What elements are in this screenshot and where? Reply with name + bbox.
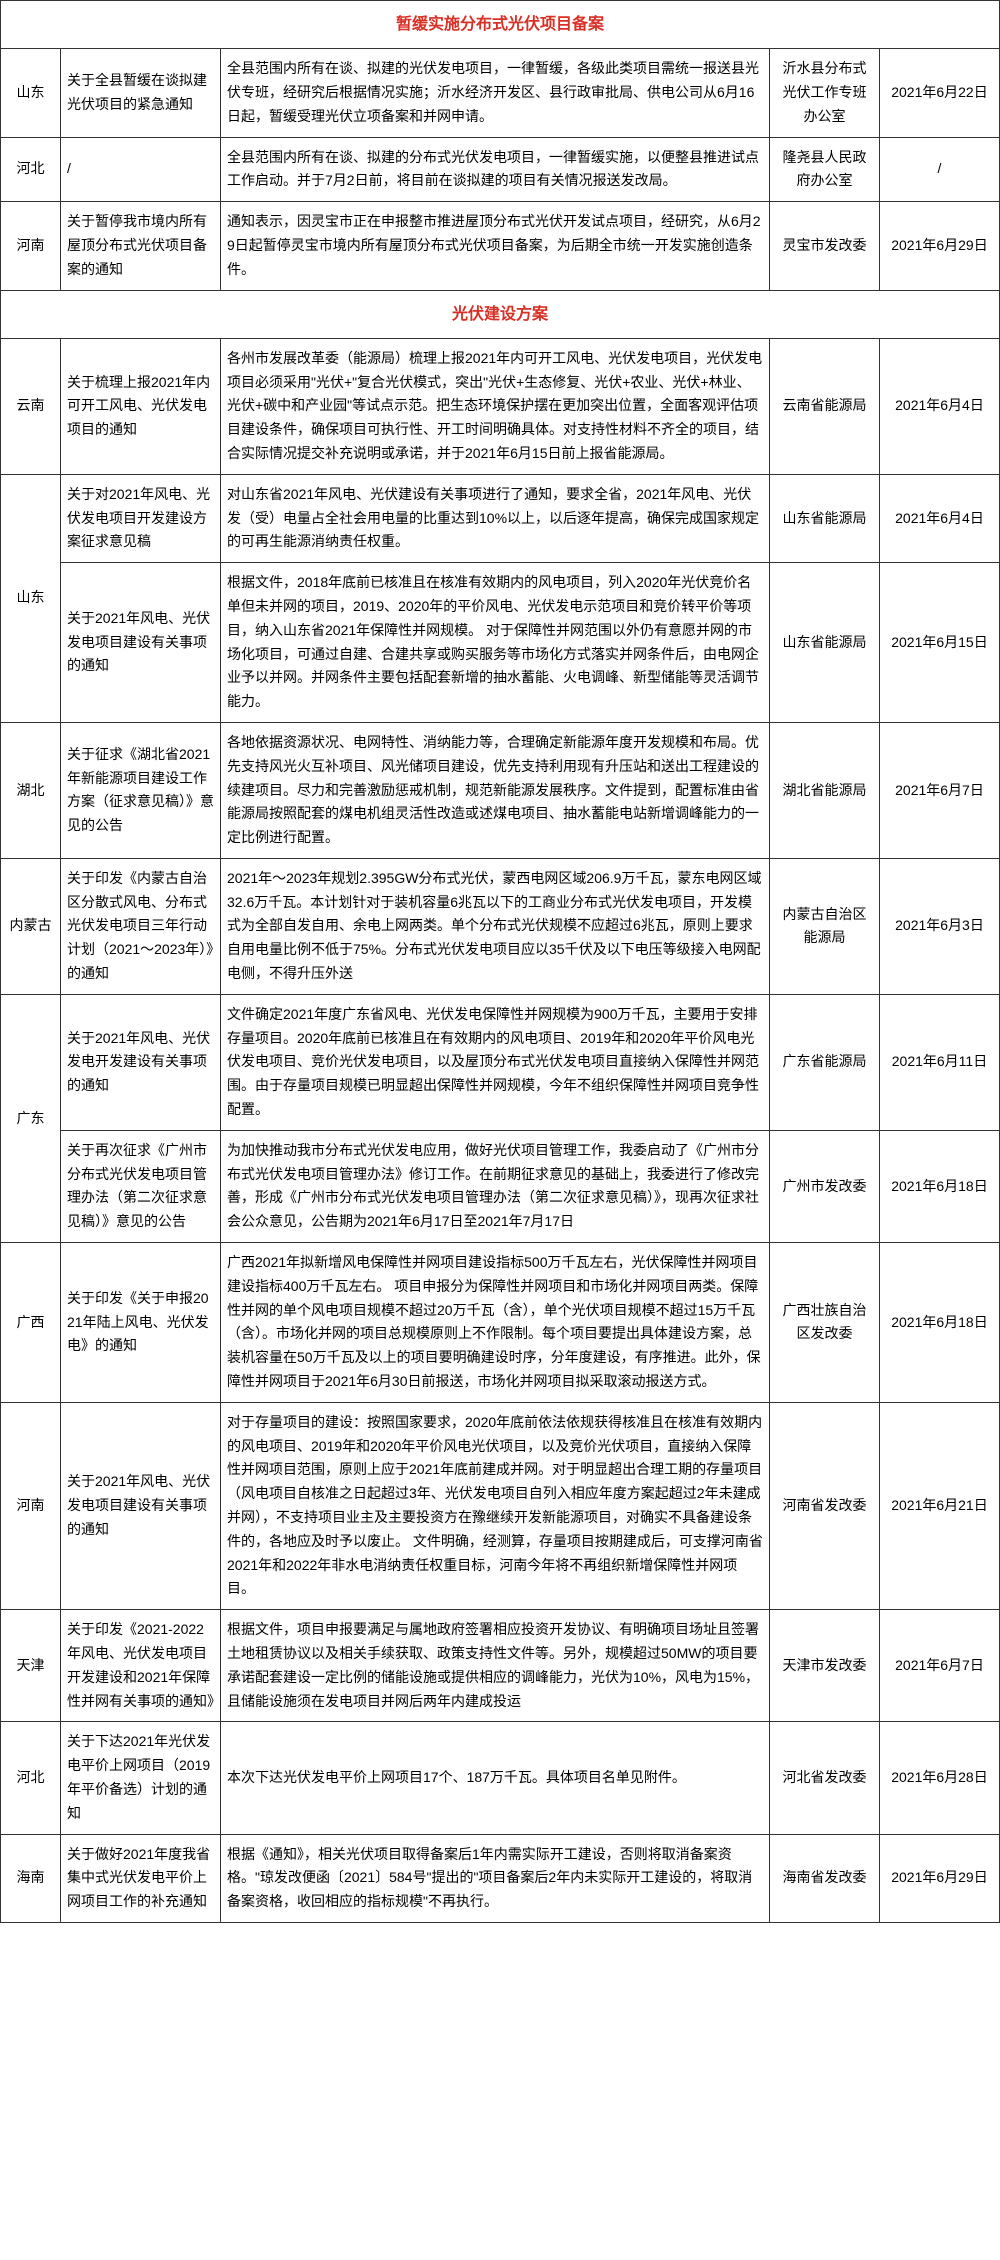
table-cell: 关于对2021年风电、光伏发电项目开发建设方案征求意见稿 [61,474,221,562]
table-row: 河南关于暂停我市境内所有屋顶分布式光伏项目备案的通知通知表示，因灵宝市正在申报整… [1,202,1000,290]
table-cell: 关于印发《关于申报2021年陆上风电、光伏发电》的通知 [61,1243,221,1403]
table-cell: 河南 [1,1402,61,1609]
table-cell: 河北省发改委 [769,1722,879,1834]
table-row: 天津关于印发《2021-2022年风电、光伏发电项目开发建设和2021年保障性并… [1,1610,1000,1722]
table-cell: 河南 [1,202,61,290]
table-cell: 2021年6月18日 [879,1243,999,1403]
table-cell: 海南省发改委 [769,1834,879,1922]
table-cell: 内蒙古 [1,858,61,994]
table-cell: 全县范围内所有在谈、拟建的光伏发电项目，一律暂缓，各级此类项目需统一报送县光伏专… [221,49,770,137]
table-cell: 山东省能源局 [769,474,879,562]
table-cell: 为加快推动我市分布式光伏发电应用，做好光伏项目管理工作，我委启动了《广州市分布式… [221,1130,770,1242]
table-row: 山东关于全县暂缓在谈拟建光伏项目的紧急通知全县范围内所有在谈、拟建的光伏发电项目… [1,49,1000,137]
table-cell: 关于全县暂缓在谈拟建光伏项目的紧急通知 [61,49,221,137]
table-cell: 对于存量项目的建设：按照国家要求，2020年底前依法依规获得核准且在核准有效期内… [221,1402,770,1609]
table-row: 海南关于做好2021年度我省集中式光伏发电平价上网项目工作的补充通知根据《通知》… [1,1834,1000,1922]
table-cell: 湖北 [1,722,61,858]
table-cell: 2021年6月7日 [879,1610,999,1722]
table-cell: 广西2021年拟新增风电保障性并网项目建设指标500万千瓦左右，光伏保障性并网项… [221,1243,770,1403]
table-cell: 关于印发《2021-2022年风电、光伏发电项目开发建设和2021年保障性并网有… [61,1610,221,1722]
table-cell: 广西壮族自治区发改委 [769,1243,879,1403]
table-cell: 关于2021年风电、光伏发电开发建设有关事项的通知 [61,994,221,1130]
table-row: 河北关于下达2021年光伏发电平价上网项目（2019年平价备选）计划的通知本次下… [1,1722,1000,1834]
table-cell: 海南 [1,1834,61,1922]
table-cell: 2021年6月7日 [879,722,999,858]
table-row: 河北/全县范围内所有在谈、拟建的分布式光伏发电项目，一律暂缓实施，以便整县推进试… [1,137,1000,202]
table-cell: 沂水县分布式光伏工作专班办公室 [769,49,879,137]
table-cell: 关于暂停我市境内所有屋顶分布式光伏项目备案的通知 [61,202,221,290]
table-row: 山东关于对2021年风电、光伏发电项目开发建设方案征求意见稿对山东省2021年风… [1,474,1000,562]
table-row: 广东关于2021年风电、光伏发电开发建设有关事项的通知文件确定2021年度广东省… [1,994,1000,1130]
table-cell: 根据《通知》，相关光伏项目取得备案后1年内需实际开工建设，否则将取消备案资格。"… [221,1834,770,1922]
table-cell: 2021年6月18日 [879,1130,999,1242]
table-cell: 通知表示，因灵宝市正在申报整市推进屋顶分布式光伏开发试点项目，经研究，从6月29… [221,202,770,290]
table-cell: 2021年6月29日 [879,202,999,290]
table-cell: 关于下达2021年光伏发电平价上网项目（2019年平价备选）计划的通知 [61,1722,221,1834]
table-cell: 广东省能源局 [769,994,879,1130]
table-cell: 广西 [1,1243,61,1403]
table-cell: 根据文件，项目申报要满足与属地政府签署相应投资开发协议、有明确项目场址且签署土地… [221,1610,770,1722]
section-header: 暂缓实施分布式光伏项目备案 [1,1,1000,49]
table-cell: 根据文件，2018年底前已核准且在核准有效期内的风电项目，列入2020年光伏竞价… [221,563,770,723]
table-cell: 2021年6月21日 [879,1402,999,1609]
table-cell: 2021年6月28日 [879,1722,999,1834]
policy-table: 暂缓实施分布式光伏项目备案山东关于全县暂缓在谈拟建光伏项目的紧急通知全县范围内所… [0,0,1000,1923]
table-cell: 2021年6月3日 [879,858,999,994]
table-cell: 2021年6月15日 [879,563,999,723]
table-cell: 河北 [1,137,61,202]
table-cell: 关于梳理上报2021年内可开工风电、光伏发电项目的通知 [61,338,221,474]
table-cell: 云南省能源局 [769,338,879,474]
table-cell: 2021年6月22日 [879,49,999,137]
table-cell: 山东省能源局 [769,563,879,723]
table-cell: 灵宝市发改委 [769,202,879,290]
table-row: 关于2021年风电、光伏发电项目建设有关事项的通知根据文件，2018年底前已核准… [1,563,1000,723]
table-row: 关于再次征求《广州市分布式光伏发电项目管理办法（第二次征求意见稿）》意见的公告为… [1,1130,1000,1242]
table-cell: 对山东省2021年风电、光伏建设有关事项进行了通知，要求全省，2021年风电、光… [221,474,770,562]
table-cell: 云南 [1,338,61,474]
table-cell: 各地依据资源状况、电网特性、消纳能力等，合理确定新能源年度开发规模和布局。优先支… [221,722,770,858]
table-cell: / [879,137,999,202]
section-header: 光伏建设方案 [1,290,1000,338]
table-cell: 河北 [1,1722,61,1834]
table-cell: 湖北省能源局 [769,722,879,858]
table-cell: 关于2021年风电、光伏发电项目建设有关事项的通知 [61,1402,221,1609]
table-cell: 山东 [1,474,61,722]
table-row: 内蒙古关于印发《内蒙古自治区分散式风电、分布式光伏发电项目三年行动计划（2021… [1,858,1000,994]
table-cell: 广东 [1,994,61,1242]
table-row: 云南关于梳理上报2021年内可开工风电、光伏发电项目的通知各州市发展改革委（能源… [1,338,1000,474]
table-cell: 关于做好2021年度我省集中式光伏发电平价上网项目工作的补充通知 [61,1834,221,1922]
table-cell: 2021年6月4日 [879,474,999,562]
table-cell: 2021年～2023年规划2.395GW分布式光伏，蒙西电网区域206.9万千瓦… [221,858,770,994]
table-cell: 各州市发展改革委（能源局）梳理上报2021年内可开工风电、光伏发电项目，光伏发电… [221,338,770,474]
table-row: 湖北关于征求《湖北省2021年新能源项目建设工作方案（征求意见稿）》意见的公告各… [1,722,1000,858]
table-cell: 关于再次征求《广州市分布式光伏发电项目管理办法（第二次征求意见稿）》意见的公告 [61,1130,221,1242]
table-cell: 2021年6月11日 [879,994,999,1130]
table-row: 河南关于2021年风电、光伏发电项目建设有关事项的通知对于存量项目的建设：按照国… [1,1402,1000,1609]
table-cell: 山东 [1,49,61,137]
table-cell: 2021年6月4日 [879,338,999,474]
table-cell: 文件确定2021年度广东省风电、光伏发电保障性并网规模为900万千瓦，主要用于安… [221,994,770,1130]
table-cell: / [61,137,221,202]
table-cell: 内蒙古自治区能源局 [769,858,879,994]
table-cell: 河南省发改委 [769,1402,879,1609]
table-cell: 全县范围内所有在谈、拟建的分布式光伏发电项目，一律暂缓实施，以便整县推进试点工作… [221,137,770,202]
table-cell: 关于征求《湖北省2021年新能源项目建设工作方案（征求意见稿）》意见的公告 [61,722,221,858]
table-cell: 广州市发改委 [769,1130,879,1242]
table-cell: 隆尧县人民政府办公室 [769,137,879,202]
table-cell: 本次下达光伏发电平价上网项目17个、187万千瓦。具体项目名单见附件。 [221,1722,770,1834]
table-cell: 2021年6月29日 [879,1834,999,1922]
table-cell: 天津 [1,1610,61,1722]
table-cell: 关于印发《内蒙古自治区分散式风电、分布式光伏发电项目三年行动计划（2021～20… [61,858,221,994]
table-cell: 关于2021年风电、光伏发电项目建设有关事项的通知 [61,563,221,723]
table-cell: 天津市发改委 [769,1610,879,1722]
table-row: 广西关于印发《关于申报2021年陆上风电、光伏发电》的通知广西2021年拟新增风… [1,1243,1000,1403]
